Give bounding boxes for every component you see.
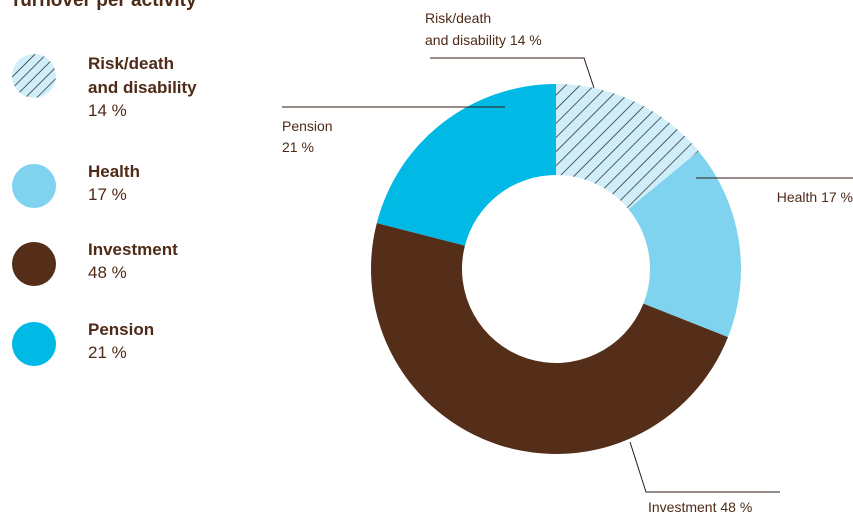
investment-swatch bbox=[12, 242, 56, 286]
pension-swatch bbox=[12, 322, 56, 366]
donut-slice-investment bbox=[370, 222, 729, 455]
legend-value-pension: 21 % bbox=[88, 343, 127, 362]
callout-label-risk: and disability 14 % bbox=[425, 32, 542, 48]
callout-label-pension: Pension bbox=[282, 118, 333, 134]
legend-value-risk: 14 % bbox=[88, 101, 127, 120]
chart-title: Turnover per activity bbox=[10, 0, 197, 11]
donut-slice-pension bbox=[376, 84, 556, 246]
legend-label-health: Health bbox=[88, 162, 140, 181]
legend-label-pension: Pension bbox=[88, 320, 155, 339]
legend-value-investment: 48 % bbox=[88, 263, 127, 282]
legend-label-risk-line1: Risk/death bbox=[88, 54, 174, 73]
callout-label-pension: 21 % bbox=[282, 139, 314, 155]
legend-value-health: 17 % bbox=[88, 185, 127, 204]
health-swatch bbox=[12, 164, 56, 208]
donut-slice-risk bbox=[556, 84, 699, 210]
donut-slice-health bbox=[628, 151, 741, 338]
callout-label-health: Health 17 % bbox=[777, 189, 853, 205]
callout-label-risk: Risk/death bbox=[425, 10, 491, 26]
callout-label-investment: Investment 48 % bbox=[648, 499, 752, 515]
hatch-swatch-icon bbox=[12, 54, 56, 98]
callout-line-investment bbox=[629, 441, 780, 493]
legend-label-risk-line2: and disability bbox=[88, 78, 197, 97]
legend-label-investment: Investment bbox=[88, 240, 178, 259]
callout-line-risk bbox=[430, 57, 595, 89]
